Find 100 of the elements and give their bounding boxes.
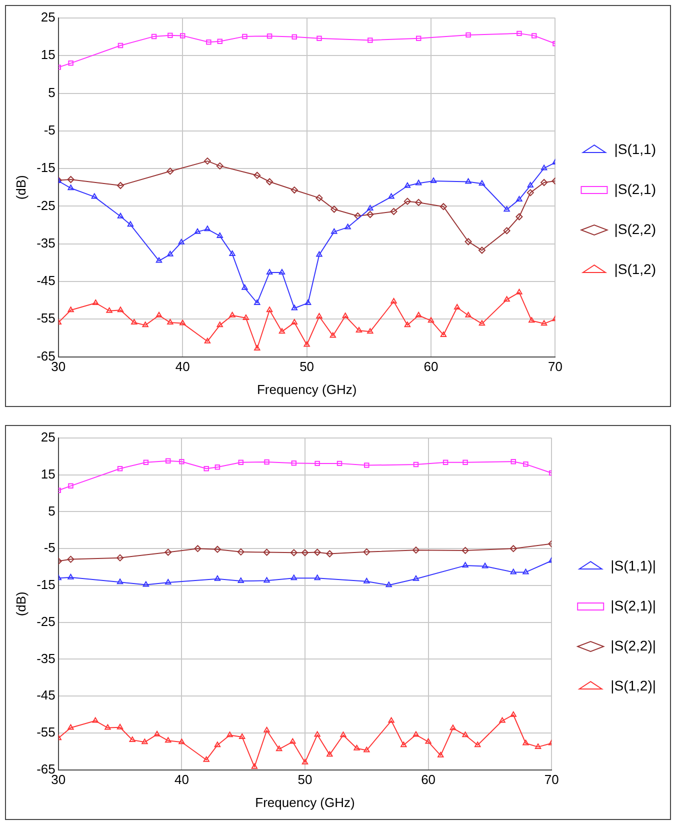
point <box>290 186 298 194</box>
y-tick-label: -65 <box>36 348 56 364</box>
point <box>440 331 447 337</box>
point <box>386 582 392 588</box>
point <box>167 250 174 256</box>
point <box>178 238 184 244</box>
point <box>276 746 282 752</box>
point <box>367 328 374 334</box>
point <box>442 460 448 465</box>
point <box>523 462 528 467</box>
point <box>336 460 342 466</box>
x-tick-label: 40 <box>174 772 189 788</box>
point <box>404 322 411 328</box>
point <box>415 198 422 206</box>
point <box>540 164 548 170</box>
point <box>238 460 244 465</box>
point <box>464 238 472 246</box>
y-tick-label: -25 <box>36 614 56 629</box>
point <box>68 483 74 489</box>
point <box>438 752 444 758</box>
point <box>154 730 160 736</box>
point <box>499 717 506 723</box>
point <box>266 268 273 274</box>
point <box>314 574 320 580</box>
point <box>116 182 124 190</box>
x-axis-title: Frequency (GHz) <box>256 382 357 397</box>
point <box>478 246 486 254</box>
legend-label: |S(2,2) <box>614 220 656 237</box>
point <box>364 746 370 752</box>
legend-label: |S(2,1)| <box>610 597 656 614</box>
point <box>404 182 411 188</box>
point <box>462 732 468 738</box>
x-tick-label: 60 <box>424 359 438 374</box>
y-tick-label: 5 <box>48 84 56 100</box>
x-tick-label: 70 <box>548 359 562 374</box>
point <box>104 724 111 730</box>
point <box>116 724 124 730</box>
point <box>366 211 374 218</box>
point <box>534 743 542 749</box>
point <box>314 548 321 556</box>
point <box>254 299 260 305</box>
x-tick-label: 50 <box>298 772 312 788</box>
point <box>522 568 529 574</box>
point <box>340 732 346 738</box>
point <box>462 562 468 568</box>
point <box>242 284 248 290</box>
x-tick-label: 40 <box>175 359 190 374</box>
point <box>331 228 338 234</box>
y-tick-label: 25 <box>40 430 56 445</box>
point <box>216 322 223 328</box>
y-tick-label: -15 <box>36 577 56 592</box>
point <box>117 306 124 312</box>
point <box>106 307 112 313</box>
point <box>242 314 250 320</box>
point <box>314 460 320 466</box>
point <box>251 763 258 769</box>
point <box>510 711 516 717</box>
point <box>278 328 286 334</box>
point <box>367 204 374 210</box>
point <box>180 320 186 326</box>
point <box>368 38 373 43</box>
point <box>412 546 420 554</box>
point <box>316 194 323 202</box>
point <box>326 751 333 757</box>
point <box>278 268 286 274</box>
point <box>165 737 172 743</box>
point <box>527 182 534 188</box>
point <box>504 296 510 302</box>
point <box>264 459 270 465</box>
point <box>164 548 172 556</box>
point <box>229 250 236 256</box>
point <box>204 466 209 472</box>
point <box>156 312 162 318</box>
point <box>478 320 486 326</box>
point <box>68 574 74 580</box>
point <box>388 717 394 723</box>
point <box>526 189 534 196</box>
point <box>167 319 174 325</box>
point <box>180 33 186 38</box>
point <box>400 742 407 748</box>
point <box>91 193 98 199</box>
y-tick-label: 15 <box>40 47 56 62</box>
point <box>142 322 148 328</box>
point <box>118 42 124 48</box>
point <box>168 32 173 38</box>
point <box>166 458 171 464</box>
y-axis-title: (dB) <box>13 175 28 200</box>
point <box>388 193 394 199</box>
point <box>504 206 510 212</box>
point <box>156 257 162 263</box>
point <box>290 738 296 744</box>
point <box>450 724 456 730</box>
point <box>478 180 486 186</box>
point <box>354 744 360 750</box>
legend-label: |S(2,1) <box>614 180 656 197</box>
point <box>292 34 298 40</box>
point <box>462 546 469 554</box>
point <box>412 731 420 737</box>
point <box>364 578 370 584</box>
point <box>454 304 460 310</box>
